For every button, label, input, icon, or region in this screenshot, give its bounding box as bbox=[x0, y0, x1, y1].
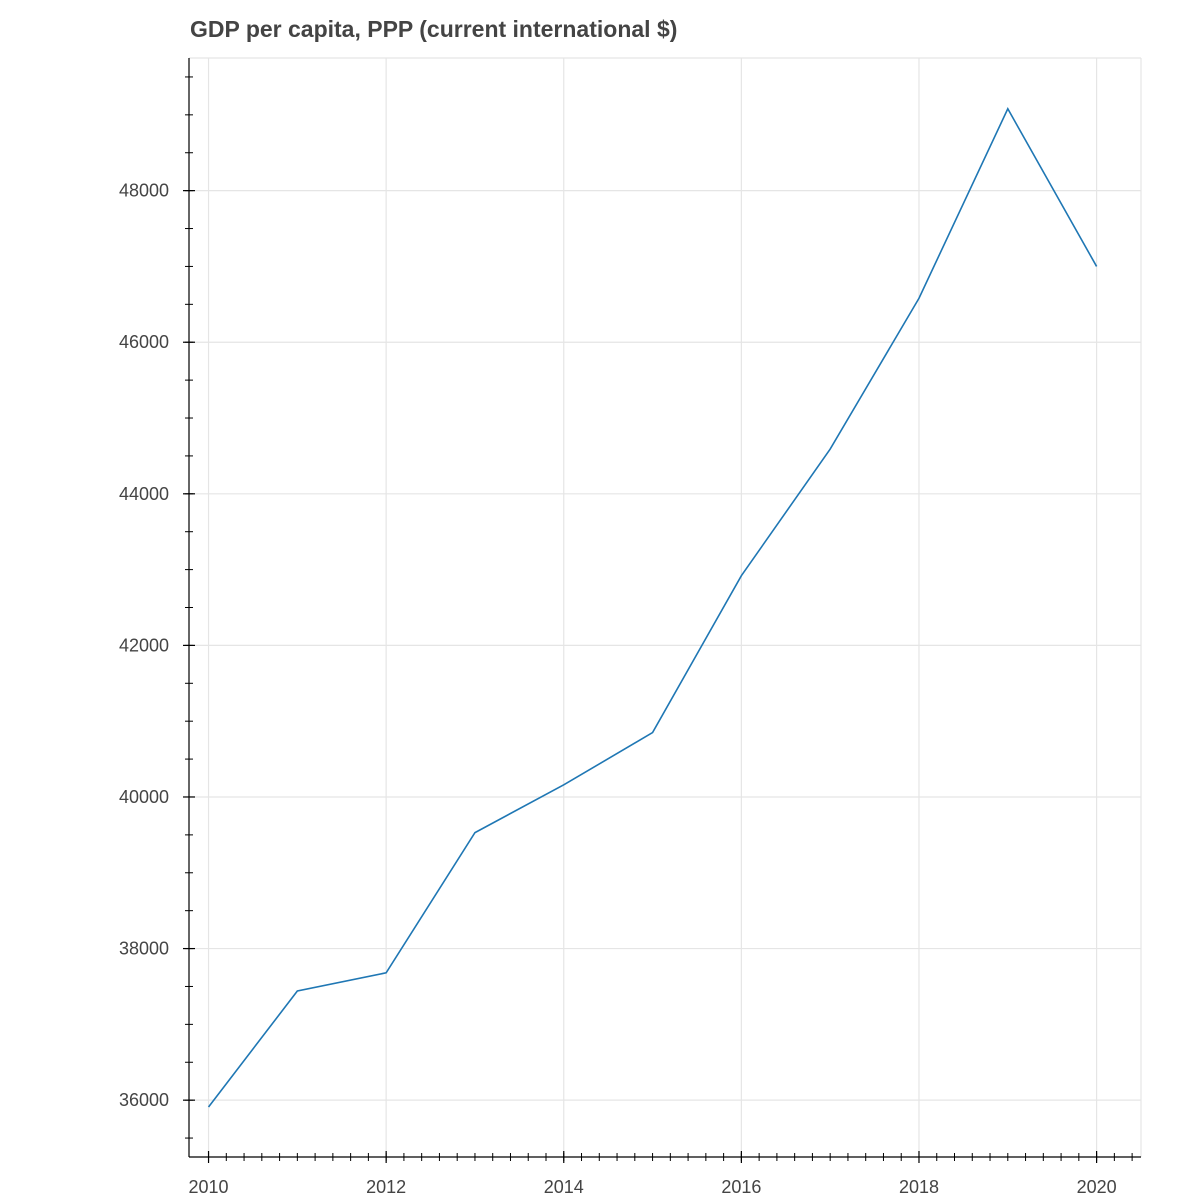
series-line bbox=[207, 107, 1098, 1108]
y-axis: 36000 38000 40000 42000 44000 46000 48000 bbox=[119, 58, 195, 1157]
x-tick-label: 2010 bbox=[189, 1177, 229, 1197]
x-tick-label: 2018 bbox=[899, 1177, 939, 1197]
y-tick-label: 38000 bbox=[119, 939, 169, 959]
plot-frame bbox=[189, 57, 1142, 1157]
y-tick-label: 40000 bbox=[119, 787, 169, 807]
grid-lines bbox=[189, 58, 1141, 1157]
y-tick-label: 36000 bbox=[119, 1090, 169, 1110]
x-axis: 2010 2012 2014 2016 2018 2020 bbox=[189, 1151, 1141, 1197]
y-tick-label: 44000 bbox=[119, 484, 169, 504]
x-tick-label: 2014 bbox=[544, 1177, 584, 1197]
y-tick-label: 42000 bbox=[119, 635, 169, 655]
chart-title: GDP per capita, PPP (current internation… bbox=[190, 16, 678, 42]
y-tick-label: 48000 bbox=[119, 181, 169, 201]
x-tick-label: 2020 bbox=[1077, 1177, 1117, 1197]
x-tick-label: 2016 bbox=[721, 1177, 761, 1197]
y-tick-label: 46000 bbox=[119, 332, 169, 352]
x-tick-label: 2012 bbox=[366, 1177, 406, 1197]
series-layer bbox=[207, 107, 1098, 1108]
